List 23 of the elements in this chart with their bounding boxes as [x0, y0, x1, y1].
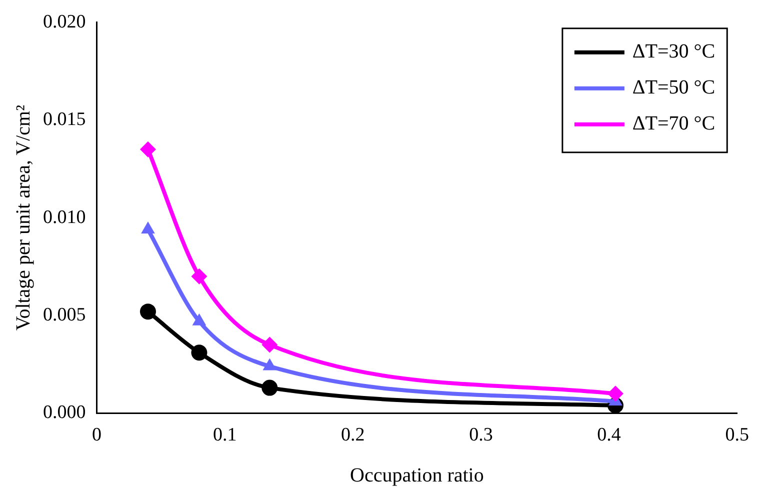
y-tick-label: 0.000	[43, 402, 86, 424]
y-axis-title: Voltage per unit area, V/cm²	[12, 104, 34, 331]
y-tick-label: 0.010	[43, 206, 86, 228]
legend-label: ΔT=50 °C	[632, 76, 716, 99]
y-tick-label: 0.005	[43, 304, 86, 326]
legend-label: ΔT=30 °C	[632, 40, 716, 63]
x-tick-label: 0.5	[725, 424, 749, 446]
x-tick-label: 0	[92, 424, 102, 446]
point	[262, 336, 278, 353]
y-tick-label: 0.020	[43, 11, 86, 32]
x-axis-title: Occupation ratio	[350, 464, 484, 486]
y-tick-label: 0.015	[43, 109, 86, 130]
x-tick-label: 0.1	[212, 424, 237, 446]
point	[140, 141, 156, 158]
x-tick-label: 0.4	[597, 424, 622, 446]
legend-label: ΔT=70 °C	[632, 112, 716, 135]
point	[191, 344, 208, 361]
x-tick-label: 0.2	[341, 424, 365, 446]
point	[140, 304, 156, 320]
x-tick-label: 0.3	[469, 424, 493, 446]
point	[191, 268, 208, 284]
point	[262, 380, 278, 396]
point	[607, 386, 624, 402]
